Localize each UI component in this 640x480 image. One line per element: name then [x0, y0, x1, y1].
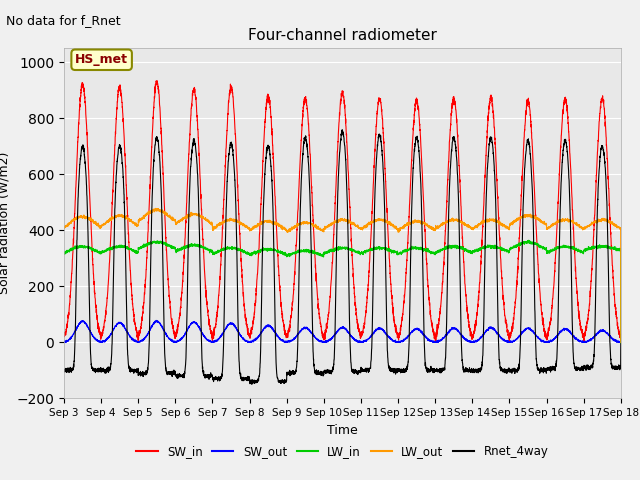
- LW_out: [161, 209, 168, 215]
- Line: LW_out: LW_out: [64, 208, 621, 343]
- LW_out: [322, 224, 330, 229]
- SW_in: [617, 339, 625, 345]
- LW_out: [436, 223, 444, 229]
- SW_out: [60, 339, 68, 345]
- SW_out: [617, 339, 625, 345]
- Line: LW_in: LW_in: [64, 240, 621, 343]
- Rnet_4way: [468, 368, 476, 373]
- LW_out: [617, 340, 625, 346]
- LW_out: [499, 222, 507, 228]
- X-axis label: Time: Time: [327, 424, 358, 437]
- SW_out: [468, 339, 476, 345]
- SW_in: [436, 307, 444, 313]
- SW_out: [98, 339, 106, 345]
- Line: Rnet_4way: Rnet_4way: [64, 130, 621, 384]
- SW_in: [322, 327, 330, 333]
- Line: SW_in: SW_in: [64, 81, 621, 342]
- SW_out: [616, 339, 624, 345]
- LW_in: [436, 249, 444, 254]
- LW_out: [152, 205, 159, 211]
- Rnet_4way: [617, 341, 625, 347]
- Rnet_4way: [60, 367, 68, 373]
- LW_in: [616, 246, 624, 252]
- Rnet_4way: [436, 368, 444, 373]
- Text: HS_met: HS_met: [75, 53, 128, 66]
- LW_in: [60, 249, 68, 255]
- SW_in: [161, 198, 168, 204]
- LW_out: [616, 226, 624, 231]
- SW_in: [154, 78, 161, 84]
- LW_out: [467, 226, 475, 232]
- Text: No data for f_Rnet: No data for f_Rnet: [6, 14, 121, 27]
- Rnet_4way: [322, 370, 330, 376]
- SW_out: [499, 337, 507, 343]
- Title: Four-channel radiometer: Four-channel radiometer: [248, 28, 437, 43]
- Rnet_4way: [338, 127, 346, 133]
- Rnet_4way: [499, 369, 507, 375]
- SW_in: [616, 334, 624, 339]
- SW_out: [436, 337, 444, 343]
- SW_in: [60, 333, 68, 339]
- Legend: SW_in, SW_out, LW_in, LW_out, Rnet_4way: SW_in, SW_out, LW_in, LW_out, Rnet_4way: [132, 440, 553, 463]
- Line: SW_out: SW_out: [64, 320, 621, 342]
- Rnet_4way: [616, 363, 624, 369]
- LW_in: [160, 240, 168, 245]
- Y-axis label: Solar radiation (W/m2): Solar radiation (W/m2): [0, 152, 11, 294]
- LW_in: [499, 246, 506, 252]
- LW_in: [467, 248, 475, 254]
- LW_out: [60, 224, 68, 229]
- Rnet_4way: [160, 327, 168, 333]
- SW_out: [161, 329, 168, 335]
- SW_in: [467, 331, 475, 337]
- SW_out: [322, 339, 330, 345]
- SW_out: [152, 317, 160, 323]
- SW_in: [499, 289, 507, 295]
- LW_in: [617, 340, 625, 346]
- Rnet_4way: [248, 382, 255, 387]
- LW_in: [525, 237, 532, 243]
- LW_in: [322, 250, 330, 256]
